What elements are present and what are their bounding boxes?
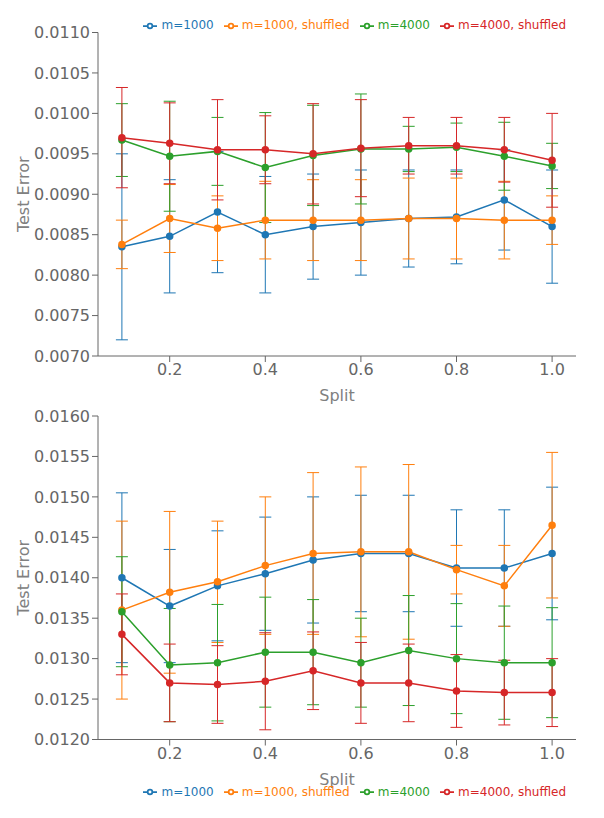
svg-text:0.0140: 0.0140	[34, 568, 90, 587]
svg-text:0.0080: 0.0080	[34, 266, 90, 285]
svg-text:0.0125: 0.0125	[34, 690, 90, 709]
svg-text:0.2: 0.2	[157, 360, 182, 379]
svg-text:0.0095: 0.0095	[34, 144, 90, 163]
svg-text:0.0135: 0.0135	[34, 609, 90, 628]
html-text:m=4000: m=4000	[377, 18, 430, 32]
svg-text:1.0: 1.0	[539, 744, 564, 763]
svg-text:0.6: 0.6	[348, 360, 373, 379]
html-text:m=4000: m=4000	[377, 784, 430, 799]
svg-text:0.0120: 0.0120	[34, 730, 90, 749]
html-text:m=1000: m=1000	[161, 18, 214, 32]
svg-text:0.0100: 0.0100	[34, 104, 90, 123]
html-text:m=4000, shuffled: m=4000, shuffled	[458, 18, 566, 32]
svg-text:0.0130: 0.0130	[34, 649, 90, 668]
svg-text:0.0160: 0.0160	[34, 407, 90, 426]
svg-text:0.0150: 0.0150	[34, 488, 90, 507]
svg-text:0.8: 0.8	[444, 360, 469, 379]
svg-text:0.0075: 0.0075	[34, 306, 90, 325]
svg-text:0.2: 0.2	[157, 744, 182, 763]
svg-text:1.0: 1.0	[539, 360, 564, 379]
svg-text:0.0105: 0.0105	[34, 64, 90, 83]
svg-text:0.0110: 0.0110	[34, 23, 90, 42]
svg-text:0.4: 0.4	[253, 360, 278, 379]
html-text:m=1000, shuffled: m=1000, shuffled	[241, 18, 350, 32]
svg-text:0.0070: 0.0070	[34, 347, 90, 366]
html-text:m=4000, shuffled: m=4000, shuffled	[458, 784, 566, 799]
html-text:m=1000, shuffled: m=1000, shuffled	[241, 784, 350, 799]
svg-text:Test Error: Test Error	[14, 540, 33, 617]
svg-text:0.0155: 0.0155	[34, 447, 90, 466]
svg-text:0.4: 0.4	[253, 744, 278, 763]
svg-text:Split: Split	[319, 386, 354, 405]
svg-text:Test Error: Test Error	[14, 156, 33, 233]
svg-text:0.0090: 0.0090	[34, 185, 90, 204]
svg-text:0.0145: 0.0145	[34, 528, 90, 547]
html-text:m=1000: m=1000	[161, 784, 214, 799]
svg-text:Split: Split	[319, 770, 354, 789]
svg-text:0.6: 0.6	[348, 744, 373, 763]
svg-text:0.8: 0.8	[444, 744, 469, 763]
svg-text:0.0085: 0.0085	[34, 225, 90, 244]
